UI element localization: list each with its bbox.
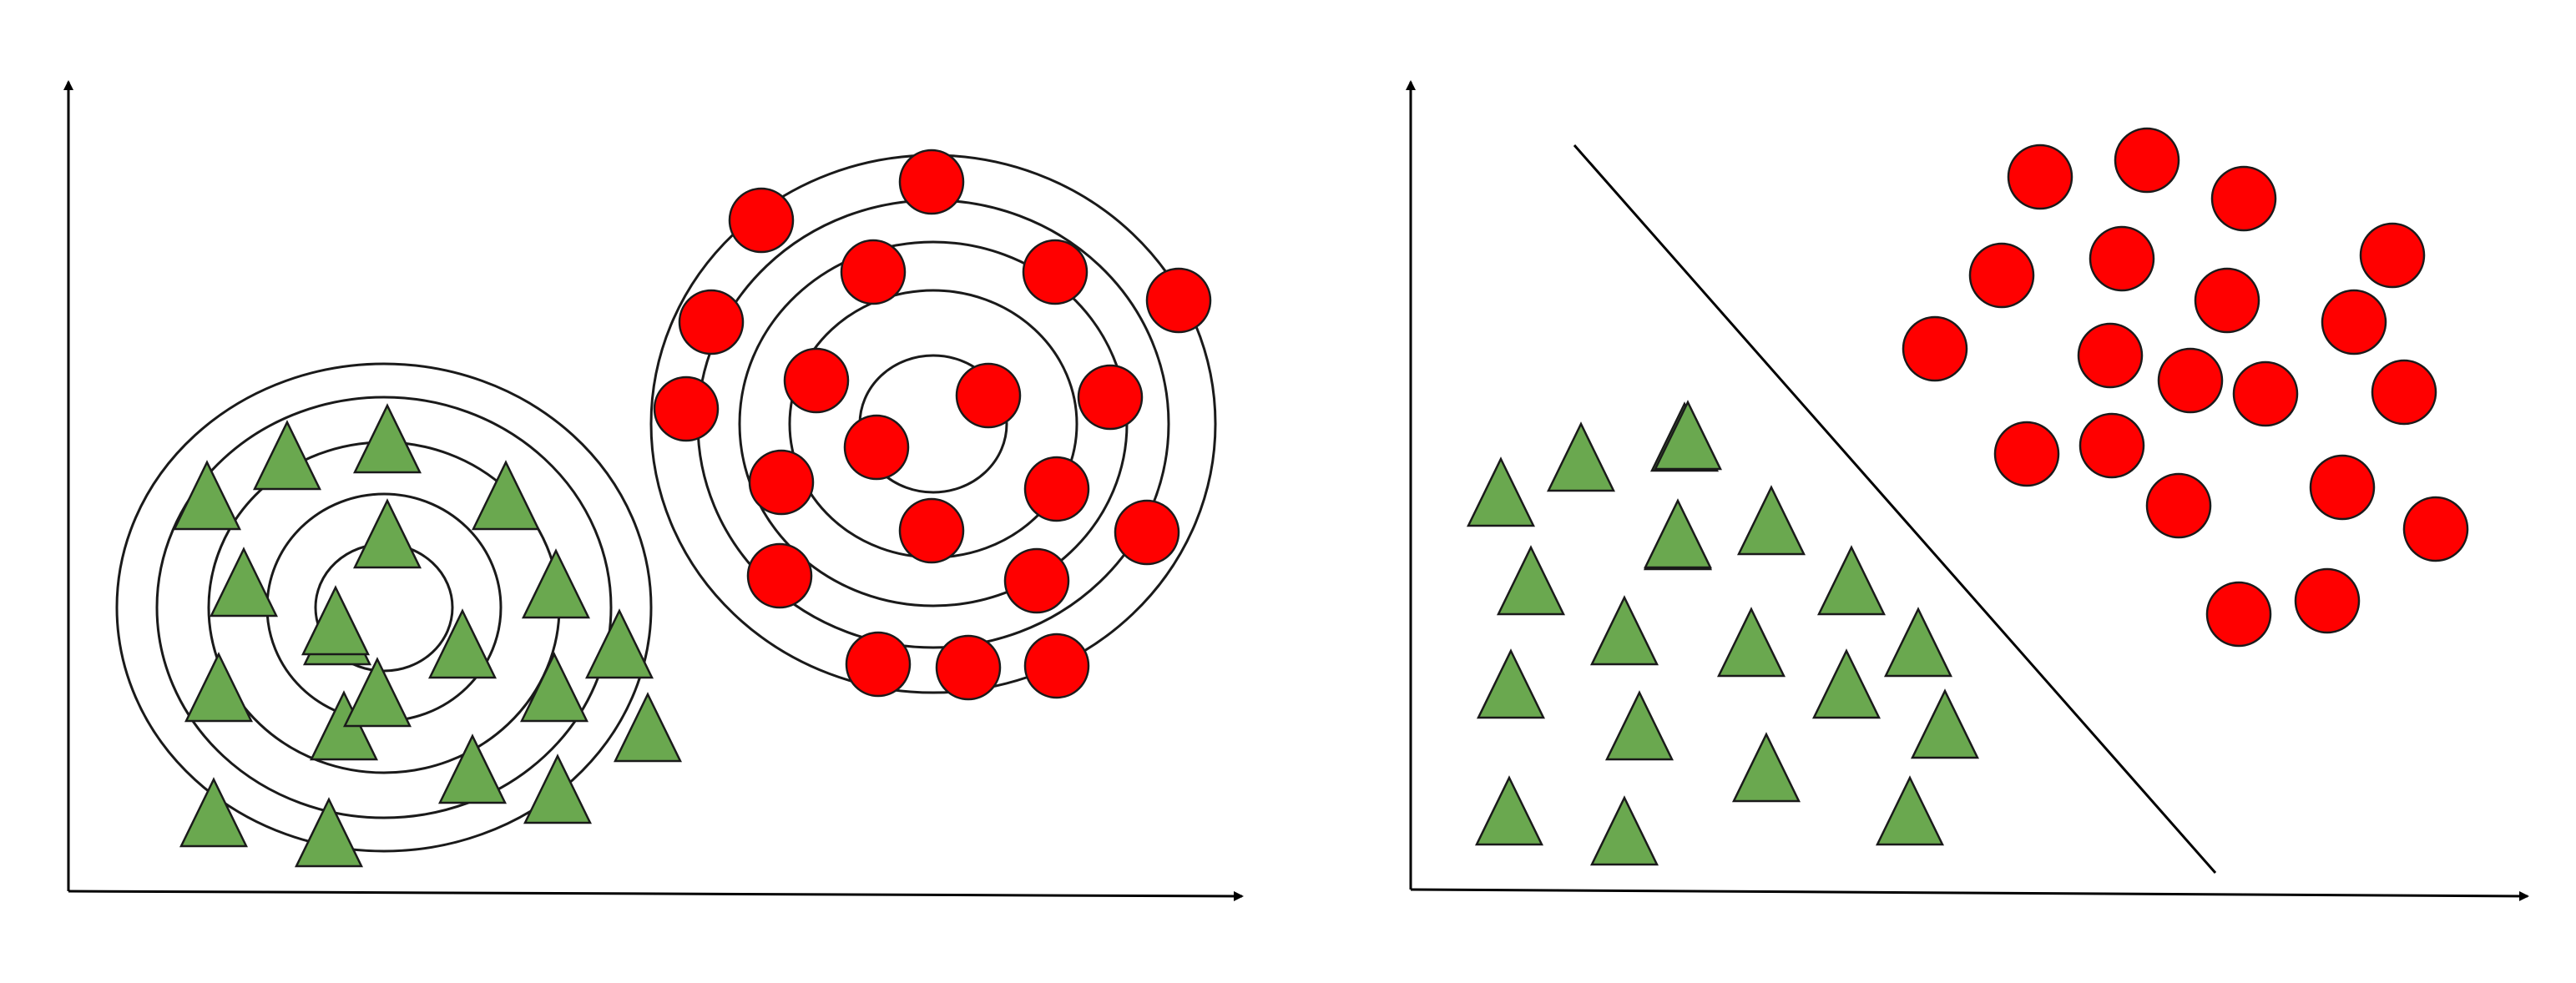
- separating-line: [1573, 144, 2217, 874]
- triangle-point-20: [1644, 498, 1712, 569]
- triangle-point-17: [179, 777, 248, 848]
- circle-point-12: [748, 449, 815, 516]
- triangle-point-15: [438, 733, 507, 804]
- circle-class-points: [653, 149, 1212, 701]
- triangle-class-points: [1467, 400, 1979, 866]
- circle-point-10: [1077, 364, 1144, 431]
- circle-point-4: [1968, 242, 2035, 309]
- circle-class-points: [1902, 127, 2469, 648]
- circle-point-14: [1993, 421, 2060, 487]
- circle-point-10: [2077, 322, 2144, 389]
- circle-point-3: [2210, 165, 2277, 232]
- triangle-point-14: [1911, 688, 1979, 759]
- circle-point-1: [898, 149, 965, 215]
- circle-point-17: [1003, 547, 1070, 614]
- circle-point-15: [2078, 412, 2145, 479]
- circle-point-7: [2194, 267, 2260, 334]
- triangle-point-9: [428, 608, 497, 679]
- triangle-point-5: [353, 498, 422, 569]
- triangle-point-11: [184, 652, 253, 723]
- right-x-axis: [1410, 888, 2529, 901]
- triangle-point-19: [301, 585, 370, 656]
- circle-point-20: [2294, 567, 2361, 634]
- triangle-point-2: [253, 420, 321, 491]
- circle-point-2: [2114, 127, 2180, 194]
- circle-point-18: [845, 631, 912, 698]
- triangle-point-18: [1590, 795, 1659, 866]
- circle-point-6: [678, 289, 745, 355]
- circle-point-13: [2371, 359, 2437, 426]
- circle-point-1: [2007, 144, 2073, 210]
- triangle-point-12: [1812, 648, 1881, 719]
- circle-point-12: [2232, 360, 2299, 427]
- triangle-point-18: [295, 797, 363, 868]
- circle-point-5: [1145, 267, 1212, 334]
- circle-point-16: [2145, 472, 2212, 539]
- circle-point-13: [1023, 456, 1090, 522]
- triangle-point-7: [1817, 545, 1886, 616]
- triangle-point-6: [1497, 545, 1565, 616]
- triangle-point-2: [1547, 421, 1615, 492]
- circle-point-8: [2321, 289, 2387, 355]
- triangle-point-20: [343, 657, 412, 728]
- triangle-point-17: [1475, 775, 1543, 846]
- triangle-point-3: [173, 460, 241, 531]
- triangle-point-16: [1876, 775, 1944, 846]
- circle-point-18: [2402, 496, 2469, 562]
- circle-point-15: [1114, 499, 1180, 566]
- triangle-point-13: [1605, 690, 1674, 761]
- triangle-point-3: [1467, 456, 1535, 527]
- circle-point-9: [653, 376, 720, 442]
- triangle-point-16: [523, 754, 592, 824]
- circle-point-6: [2359, 222, 2426, 289]
- triangle-point-14: [614, 692, 682, 763]
- circle-point-19: [2205, 581, 2272, 648]
- triangle-point-15: [1732, 732, 1801, 803]
- circle-point-3: [840, 239, 907, 305]
- circle-point-11: [843, 414, 910, 481]
- circle-point-20: [1023, 633, 1090, 699]
- circle-point-4: [1022, 239, 1088, 305]
- triangle-point-7: [522, 548, 590, 619]
- circle-point-17: [2309, 454, 2376, 521]
- circle-point-8: [955, 362, 1022, 429]
- triangle-point-11: [1477, 648, 1545, 719]
- circle-point-9: [1902, 315, 1968, 382]
- triangle-point-4: [472, 460, 540, 531]
- circle-point-2: [728, 187, 795, 254]
- triangle-point-19: [1654, 400, 1722, 471]
- triangle-point-4: [1737, 485, 1806, 556]
- triangle-point-10: [1884, 607, 1952, 678]
- triangle-ring-2: [155, 396, 613, 819]
- circle-point-5: [2089, 225, 2155, 292]
- right-panel-linear-separation: [1406, 80, 2529, 901]
- circle-point-19: [935, 634, 1002, 701]
- triangle-ring-1: [115, 362, 653, 853]
- circle-point-7: [783, 347, 850, 414]
- circle-point-14: [898, 497, 965, 564]
- left-x-axis: [68, 890, 1244, 901]
- triangle-point-10: [585, 608, 654, 679]
- circle-point-11: [2157, 347, 2224, 414]
- triangle-point-6: [210, 547, 278, 618]
- triangle-point-9: [1717, 607, 1786, 678]
- triangle-point-1: [353, 403, 422, 474]
- triangle-point-8: [1590, 595, 1659, 666]
- triangle-class-points: [173, 403, 682, 868]
- left-panel-concentric-clusters: [63, 80, 1244, 901]
- triangle-point-12: [520, 652, 588, 723]
- circle-point-16: [746, 542, 813, 609]
